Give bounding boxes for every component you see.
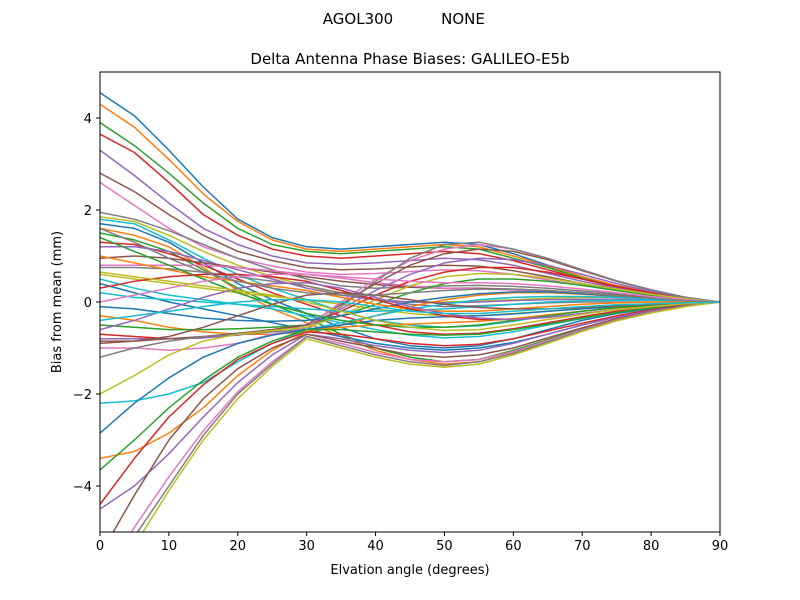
series-line-s46 bbox=[100, 292, 720, 342]
x-tick-label: 10 bbox=[161, 539, 178, 554]
series-lines bbox=[100, 92, 720, 532]
y-tick-label: 0 bbox=[84, 296, 92, 311]
series-line-s39 bbox=[142, 301, 720, 532]
series-line-s29 bbox=[100, 272, 720, 395]
series-line-s34 bbox=[100, 301, 720, 505]
series-line-s31 bbox=[100, 301, 720, 434]
x-tick-label: 80 bbox=[643, 539, 660, 554]
y-tick-label: −2 bbox=[73, 388, 92, 403]
series-line-s47 bbox=[100, 273, 720, 303]
chart-title: Delta Antenna Phase Biases: GALILEO-E5b bbox=[250, 50, 569, 68]
x-tick-label: 20 bbox=[230, 539, 247, 554]
series-line-s36 bbox=[112, 301, 720, 532]
x-axis: 0 10 20 30 40 50 60 70 80 90 bbox=[96, 532, 728, 554]
suptitle-antenna: AGOL300 bbox=[323, 10, 393, 28]
suptitle-radome: NONE bbox=[441, 10, 485, 28]
series-line-s48 bbox=[100, 227, 720, 303]
series-line-s50 bbox=[100, 298, 720, 322]
x-tick-label: 40 bbox=[367, 539, 384, 554]
x-tick-label: 50 bbox=[436, 539, 453, 554]
x-tick-label: 60 bbox=[505, 539, 522, 554]
series-line-s4 bbox=[100, 133, 720, 303]
y-axis-label: Bias from mean (mm) bbox=[50, 231, 65, 373]
series-line-s28 bbox=[100, 241, 720, 358]
y-axis: −4 −2 0 2 4 bbox=[73, 112, 100, 495]
y-tick-label: 2 bbox=[84, 204, 92, 219]
x-tick-label: 90 bbox=[712, 539, 729, 554]
series-line-s49 bbox=[100, 271, 720, 332]
series-line-s25 bbox=[100, 257, 720, 340]
series-line-s40 bbox=[100, 292, 720, 312]
series-line-s35 bbox=[100, 301, 720, 510]
series-line-s33 bbox=[100, 301, 720, 471]
y-tick-label: −4 bbox=[73, 480, 92, 495]
x-axis-label: Elvation angle (degrees) bbox=[330, 563, 489, 578]
x-tick-label: 0 bbox=[96, 539, 104, 554]
x-tick-label: 70 bbox=[574, 539, 591, 554]
x-tick-label: 30 bbox=[298, 539, 315, 554]
y-tick-label: 4 bbox=[84, 112, 92, 127]
